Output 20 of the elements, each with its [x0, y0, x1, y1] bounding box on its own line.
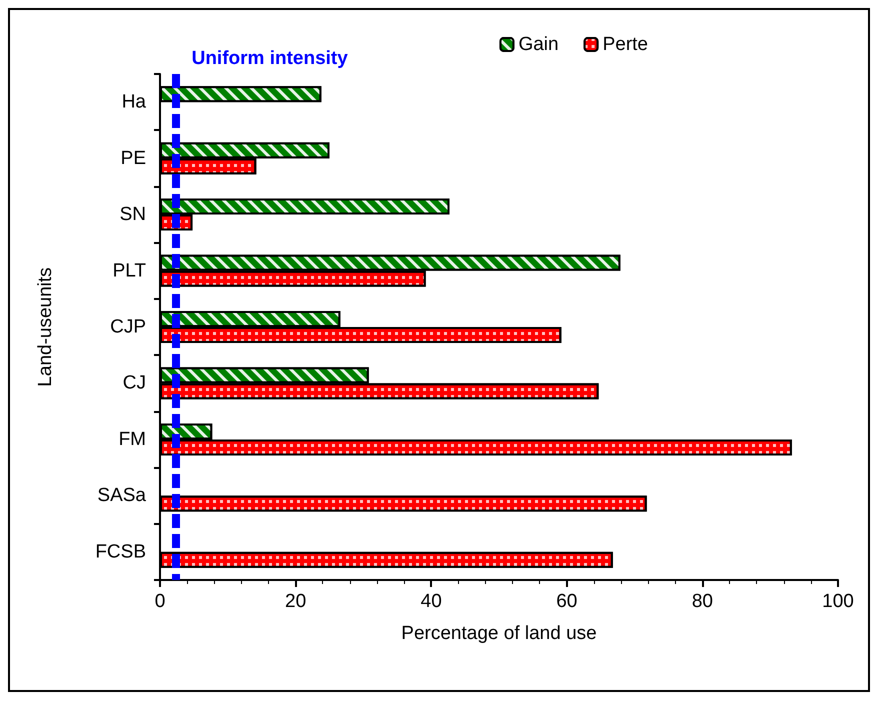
x-tick-label: 60	[556, 591, 578, 612]
y-tick-label: SN	[120, 204, 146, 226]
x-tick-label: 100	[822, 591, 854, 612]
x-axis-title: Percentage of land use	[401, 623, 597, 644]
y-tick-label: FM	[118, 428, 146, 450]
legend-label: Perte	[602, 34, 648, 55]
y-tick-label: CJP	[110, 316, 146, 338]
y-tick-label: FCSB	[95, 541, 146, 562]
y-tick-label: SASa	[97, 485, 146, 506]
ref-line-label: Uniform intensity	[192, 48, 348, 69]
legend-label: Gain	[518, 34, 559, 55]
x-tick-label: 40	[420, 591, 442, 612]
y-tick-label: PLT	[112, 260, 146, 282]
x-tick-label: 20	[285, 591, 306, 612]
y-tick-label: Ha	[122, 92, 146, 113]
y-axis-title: Land-useunits	[35, 267, 56, 387]
x-tick-label: 0	[154, 591, 166, 612]
x-tick-label: 80	[692, 591, 713, 612]
y-tick-label: CJ	[122, 372, 146, 394]
y-tick-label: PE	[120, 148, 146, 169]
